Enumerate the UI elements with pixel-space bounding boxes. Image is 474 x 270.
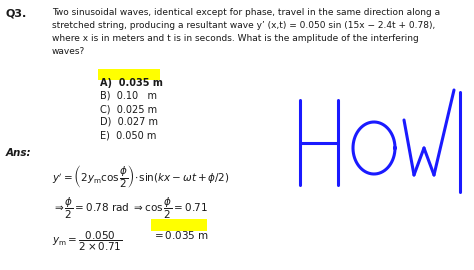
Bar — [98, 69, 160, 79]
Text: $y_{\mathrm{m}} = \dfrac{0.050}{2\times 0.71}$: $y_{\mathrm{m}} = \dfrac{0.050}{2\times … — [52, 230, 122, 253]
Text: A)  0.035 m: A) 0.035 m — [100, 78, 163, 88]
Text: Two sinusoidal waves, identical except for phase, travel in the same direction a: Two sinusoidal waves, identical except f… — [52, 8, 440, 17]
Text: B)  0.10   m: B) 0.10 m — [100, 91, 157, 101]
Text: D)  0.027 m: D) 0.027 m — [100, 117, 158, 127]
Bar — [151, 218, 207, 231]
Text: where x is in meters and t is in seconds. What is the amplitude of the interferi: where x is in meters and t is in seconds… — [52, 34, 419, 43]
Text: C)  0.025 m: C) 0.025 m — [100, 104, 157, 114]
Text: waves?: waves? — [52, 47, 85, 56]
Text: $= 0.035\ \mathrm{m}$: $= 0.035\ \mathrm{m}$ — [152, 229, 209, 241]
Text: E)  0.050 m: E) 0.050 m — [100, 130, 156, 140]
Text: stretched string, producing a resultant wave y’ (x,t) = 0.050 sin (15x − 2.4t + : stretched string, producing a resultant … — [52, 21, 435, 30]
Text: Ans:: Ans: — [6, 148, 32, 158]
Text: $y' = \left(2y_{\mathrm{m}}\cos\dfrac{\phi}{2}\right)\!\cdot\!\sin(kx - \omega t: $y' = \left(2y_{\mathrm{m}}\cos\dfrac{\p… — [52, 163, 229, 190]
Text: $\Rightarrow\dfrac{\phi}{2} = 0.78\ \mathrm{rad}\ \Rightarrow\cos\dfrac{\phi}{2}: $\Rightarrow\dfrac{\phi}{2} = 0.78\ \mat… — [52, 196, 208, 221]
Text: Q3.: Q3. — [6, 8, 27, 18]
